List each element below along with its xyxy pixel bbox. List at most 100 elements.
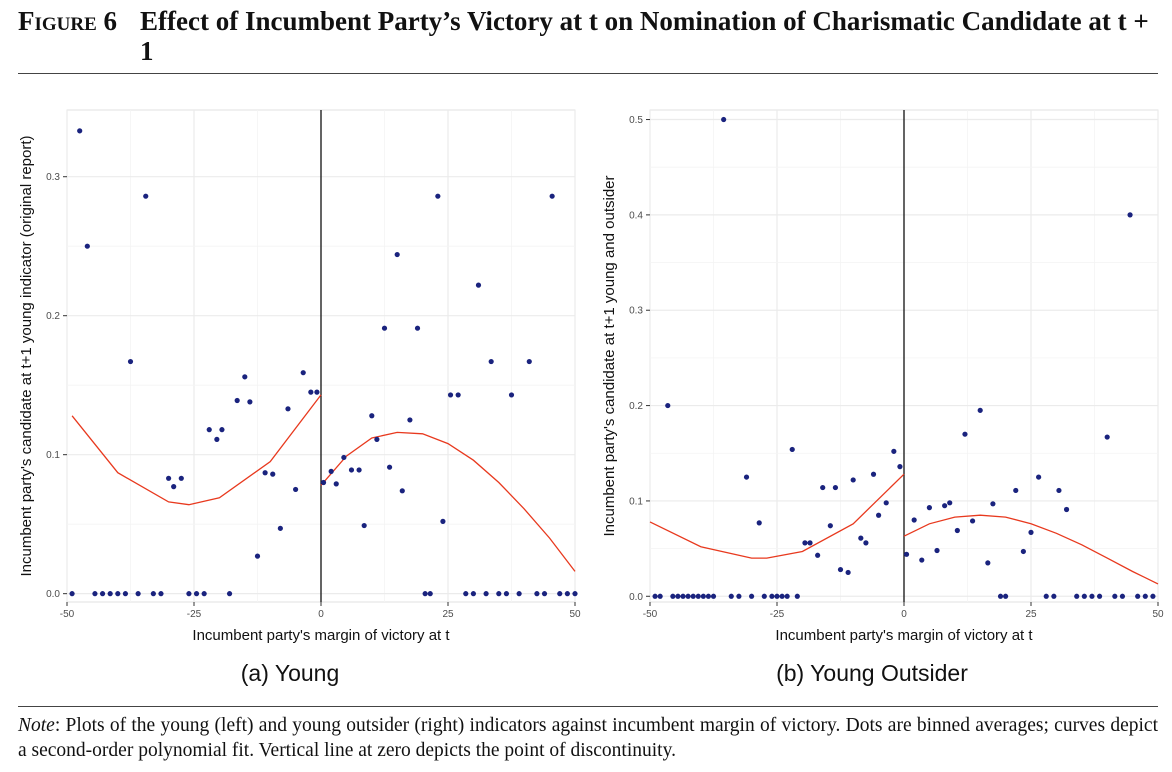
data-point	[143, 193, 149, 199]
data-point	[361, 522, 367, 529]
data-point	[736, 593, 742, 599]
data-point	[802, 540, 808, 546]
data-point	[977, 407, 983, 413]
data-point	[285, 406, 291, 412]
data-point	[328, 468, 334, 474]
data-point	[193, 591, 200, 597]
data-point	[107, 591, 113, 597]
data-point	[369, 413, 375, 419]
bottom-rule	[18, 706, 1158, 707]
data-point	[1127, 212, 1133, 218]
data-point	[926, 505, 933, 511]
y-tick-label: 0.4	[629, 210, 643, 221]
data-point	[1096, 593, 1103, 599]
data-point	[815, 552, 821, 558]
data-point	[947, 500, 953, 506]
data-point	[463, 591, 469, 597]
data-point	[92, 591, 98, 597]
data-point	[863, 540, 869, 546]
x-tick-label: -25	[187, 609, 202, 620]
data-point	[99, 591, 106, 597]
data-point	[1028, 529, 1034, 535]
data-point	[985, 560, 991, 566]
x-tick-label: 25	[1025, 609, 1037, 620]
data-point	[794, 593, 800, 599]
x-tick-label: 25	[442, 609, 454, 620]
data-point	[919, 557, 925, 563]
data-point	[135, 591, 141, 597]
x-tick-label: -50	[643, 609, 658, 620]
data-point	[534, 591, 540, 597]
data-point	[774, 593, 780, 599]
data-point	[1150, 593, 1156, 599]
data-point	[374, 436, 380, 442]
data-point	[572, 591, 578, 597]
caption-a: (a) Young	[240, 660, 340, 686]
data-point	[670, 593, 676, 599]
data-point	[728, 593, 734, 599]
data-point	[254, 553, 261, 559]
data-point	[934, 547, 940, 554]
fit-curve-left	[71, 394, 322, 506]
data-point	[652, 593, 658, 599]
data-point	[876, 512, 882, 518]
y-axis-label: Incumbent party's candidate at t+1 young…	[601, 175, 618, 536]
caption-b: (b) Young Outsider	[776, 660, 968, 686]
data-point	[749, 593, 755, 599]
data-point	[807, 540, 813, 546]
data-point	[954, 527, 960, 534]
x-axis-label: Incumbent party's margin of victory at t	[775, 627, 1033, 644]
data-point	[942, 503, 948, 509]
data-point	[832, 484, 839, 491]
data-point	[247, 399, 253, 405]
top-rule	[18, 73, 1158, 74]
data-point	[549, 193, 555, 199]
y-tick-label: 0.2	[46, 311, 60, 322]
data-point	[150, 591, 156, 597]
x-tick-label: 0	[318, 609, 324, 620]
data-point	[761, 593, 767, 599]
data-point	[1104, 434, 1110, 440]
note-label: Note	[18, 715, 55, 736]
data-point	[427, 591, 433, 597]
data-point	[962, 431, 968, 437]
data-point	[178, 475, 184, 481]
data-point	[381, 325, 388, 331]
data-point	[1081, 593, 1087, 599]
data-point	[475, 282, 482, 288]
data-point	[1003, 593, 1009, 599]
data-point	[447, 392, 454, 398]
data-point	[837, 566, 844, 573]
data-point	[680, 593, 686, 599]
y-tick-label: 0.1	[46, 450, 60, 461]
data-point	[226, 591, 233, 597]
data-point	[858, 535, 864, 541]
data-point	[969, 518, 976, 524]
data-point	[1063, 506, 1070, 513]
data-point	[997, 593, 1004, 599]
y-tick-label: 0.5	[629, 115, 643, 126]
fit-curve-right	[903, 514, 1159, 585]
data-point	[300, 370, 306, 376]
fit-curve-right	[320, 431, 576, 572]
data-point	[171, 484, 177, 490]
chart-panel-1: -50 -25 0 25 50 0.0 0.1 0.2 0.3 0.4 0.5 Incumbent p…	[601, 109, 1164, 644]
data-point	[214, 436, 220, 442]
data-point	[242, 374, 248, 380]
data-point	[897, 464, 903, 470]
data-point	[911, 517, 917, 523]
data-point	[270, 471, 276, 477]
data-point	[158, 591, 164, 597]
data-point	[1020, 548, 1026, 555]
data-point	[526, 358, 532, 365]
data-point	[386, 464, 393, 470]
data-point	[219, 427, 225, 433]
fit-curve-left	[649, 473, 905, 559]
data-point	[1051, 593, 1057, 599]
data-point	[784, 593, 790, 599]
data-point	[1119, 593, 1126, 599]
data-point	[1074, 593, 1080, 599]
y-tick-label: 0.3	[46, 172, 60, 183]
data-point	[333, 481, 339, 487]
data-point	[488, 358, 494, 365]
